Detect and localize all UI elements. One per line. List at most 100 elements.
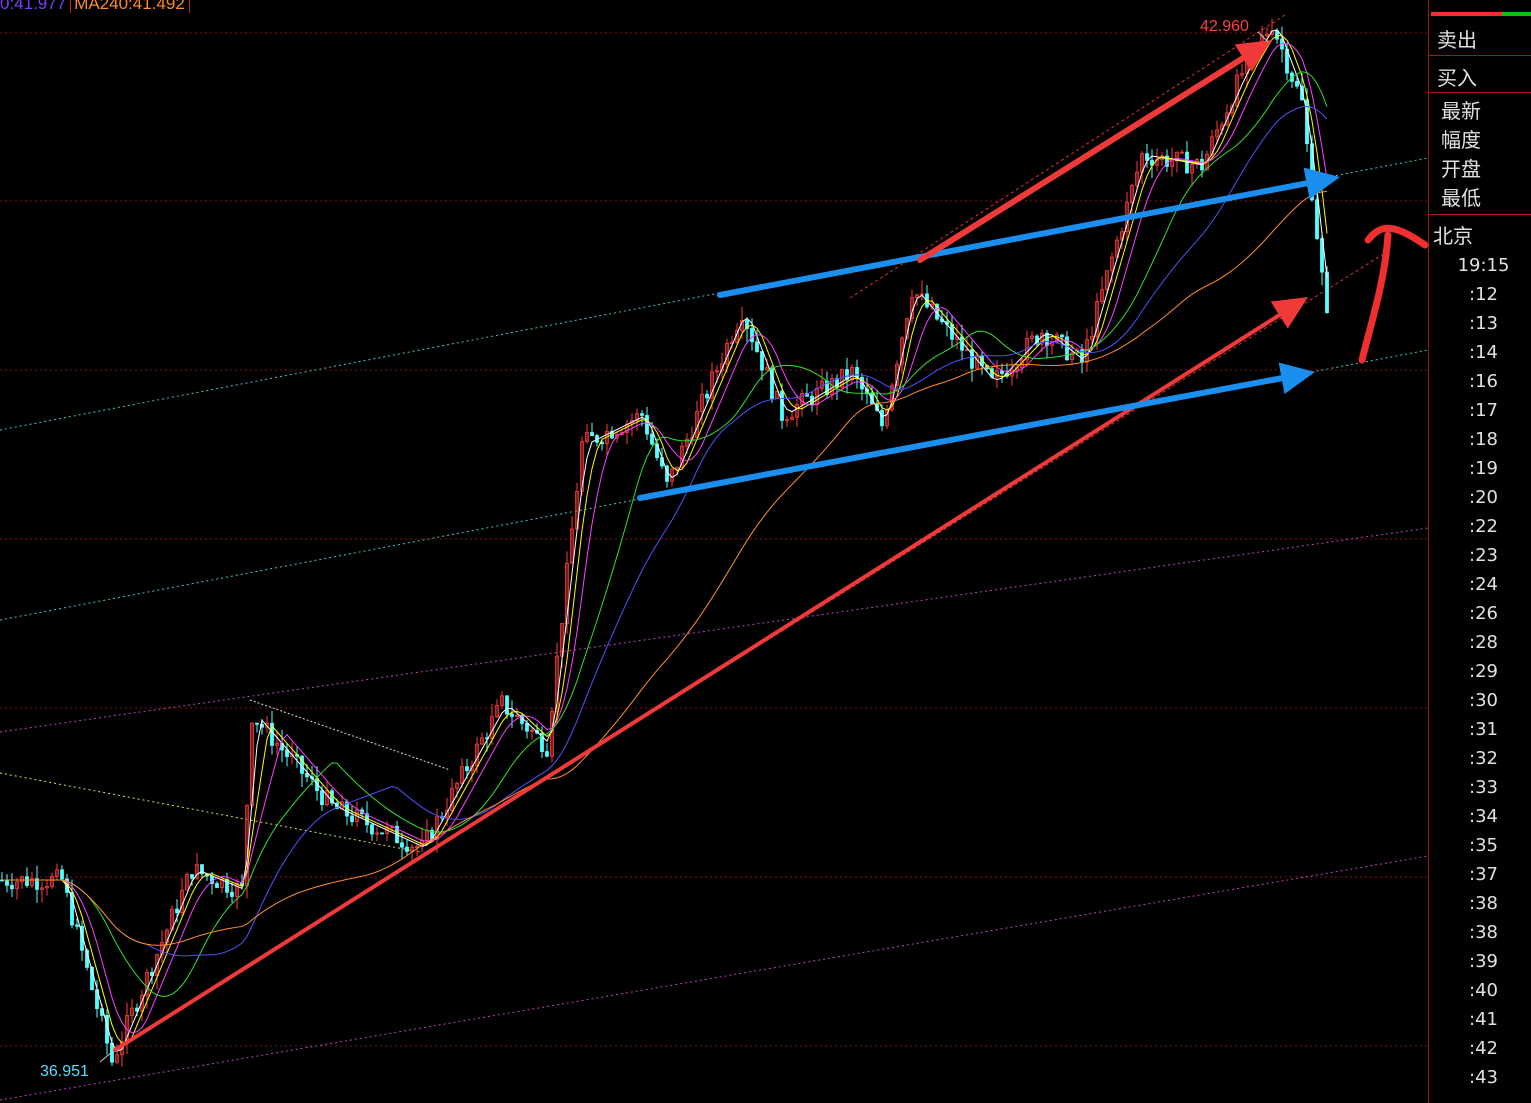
candle-body (1055, 334, 1059, 343)
candle-body (570, 528, 574, 564)
channel-line-magenta-lower (0, 855, 1428, 1101)
candle-body (645, 415, 649, 435)
candle-body (460, 766, 464, 784)
quote-label-range: 幅度 (1441, 128, 1481, 152)
candle-body (1175, 151, 1179, 162)
candle-body (200, 864, 204, 875)
candle-body (1225, 112, 1229, 126)
candle-body (140, 994, 144, 1012)
candle-body (1060, 334, 1064, 338)
tick-time: :42 (1469, 1038, 1498, 1059)
candle-body (115, 1054, 119, 1063)
candle-body (1110, 256, 1114, 272)
tick-time: :37 (1469, 864, 1498, 885)
quote-label-latest: 最新 (1441, 99, 1481, 123)
candle-body (30, 878, 34, 886)
tick-time: :39 (1469, 951, 1498, 972)
candle-body (715, 370, 719, 373)
tick-time: :33 (1469, 777, 1498, 798)
candle-body (865, 388, 869, 395)
candle-body (680, 445, 684, 468)
candle-body (450, 787, 454, 811)
candle-body (1010, 369, 1014, 377)
candle-body (70, 891, 74, 926)
candle-body (215, 883, 219, 888)
ma10-line (2, 34, 1328, 1044)
candle-body (615, 434, 619, 439)
candle-body (755, 341, 759, 352)
candle-body (780, 390, 784, 421)
trend-line-white (249, 699, 451, 771)
candle-body (745, 320, 749, 329)
price-chart[interactable]: 42.960 36.951 (0, 0, 1428, 1103)
candle-body (185, 874, 189, 891)
candle-body (445, 810, 449, 818)
high-price-label: 42.960 (1200, 18, 1249, 35)
tick-time: :34 (1469, 806, 1498, 827)
candle-body (1320, 238, 1324, 273)
candle-body (1000, 370, 1004, 374)
candle-body (1070, 352, 1074, 361)
candle-body (405, 846, 409, 852)
tick-time: :17 (1469, 400, 1498, 421)
candle-body (790, 416, 794, 421)
candle-body (55, 869, 59, 877)
candle-body (1315, 199, 1319, 239)
blue-arrow-upper-head (1303, 167, 1340, 200)
candle-body (1215, 129, 1219, 138)
candle-body (850, 367, 854, 381)
candle-body (265, 722, 269, 728)
sell-row[interactable]: 卖出 (1429, 18, 1531, 56)
tick-time: :18 (1469, 429, 1498, 450)
candle-body (530, 729, 534, 732)
quote-panel: 卖出 买入 最新 幅度 开盘 最低 北京 19:15:12:13:14:16:1… (1428, 0, 1531, 1103)
blue-arrow-lower-head (1278, 362, 1315, 394)
candle-body (1240, 73, 1244, 76)
candle-body (320, 790, 324, 806)
candle-body (40, 887, 44, 890)
city-label: 北京 (1433, 224, 1473, 248)
candle-body (860, 376, 864, 390)
hand-drawn-arrow (1358, 224, 1428, 364)
candle-body (60, 869, 64, 880)
candle-body (540, 732, 544, 752)
blue-arrow-upper-shaft (717, 180, 1310, 298)
candle-body (350, 815, 354, 823)
candle-body (465, 766, 469, 772)
tick-time-list[interactable]: 北京 19:15:12:13:14:16:17:18:19:20:22:23:2… (1429, 222, 1531, 1092)
buy-row[interactable]: 买入 (1429, 56, 1531, 93)
candle-body (1235, 74, 1239, 107)
candle-body (675, 466, 679, 470)
ma-legend: 0:41.977 MA240:41.492 (0, 0, 190, 14)
candle-body (235, 882, 239, 897)
candle-body (770, 367, 774, 400)
low-marker (99, 1051, 113, 1063)
candle-body (145, 971, 149, 996)
candle-body (590, 432, 594, 437)
candle-body (155, 954, 159, 977)
candle-body (525, 722, 529, 732)
tick-time: :24 (1469, 574, 1498, 595)
candle-body (515, 715, 519, 717)
bid-ask-ratio-bar (1431, 12, 1531, 16)
candle-body (415, 846, 419, 848)
tick-time: :28 (1469, 632, 1498, 653)
red-arrow-long-shaft (113, 313, 1282, 1052)
candle-body (855, 367, 859, 378)
candle-body (685, 438, 689, 447)
trend-line-yellow (0, 772, 421, 853)
candle-body (1170, 160, 1174, 167)
candle-body (1190, 164, 1194, 174)
candle-body (285, 749, 289, 757)
candle-body (25, 876, 29, 886)
candle-body (765, 367, 769, 371)
buy-label: 买入 (1437, 66, 1477, 90)
candle-body (700, 393, 704, 412)
candle-body (880, 410, 884, 427)
candle-body (305, 772, 309, 778)
red-arrow-long-head (1270, 297, 1308, 329)
tick-time: :31 (1469, 719, 1498, 740)
candle-body (585, 432, 589, 443)
candle-body (795, 404, 799, 418)
candle-body (1295, 80, 1299, 87)
